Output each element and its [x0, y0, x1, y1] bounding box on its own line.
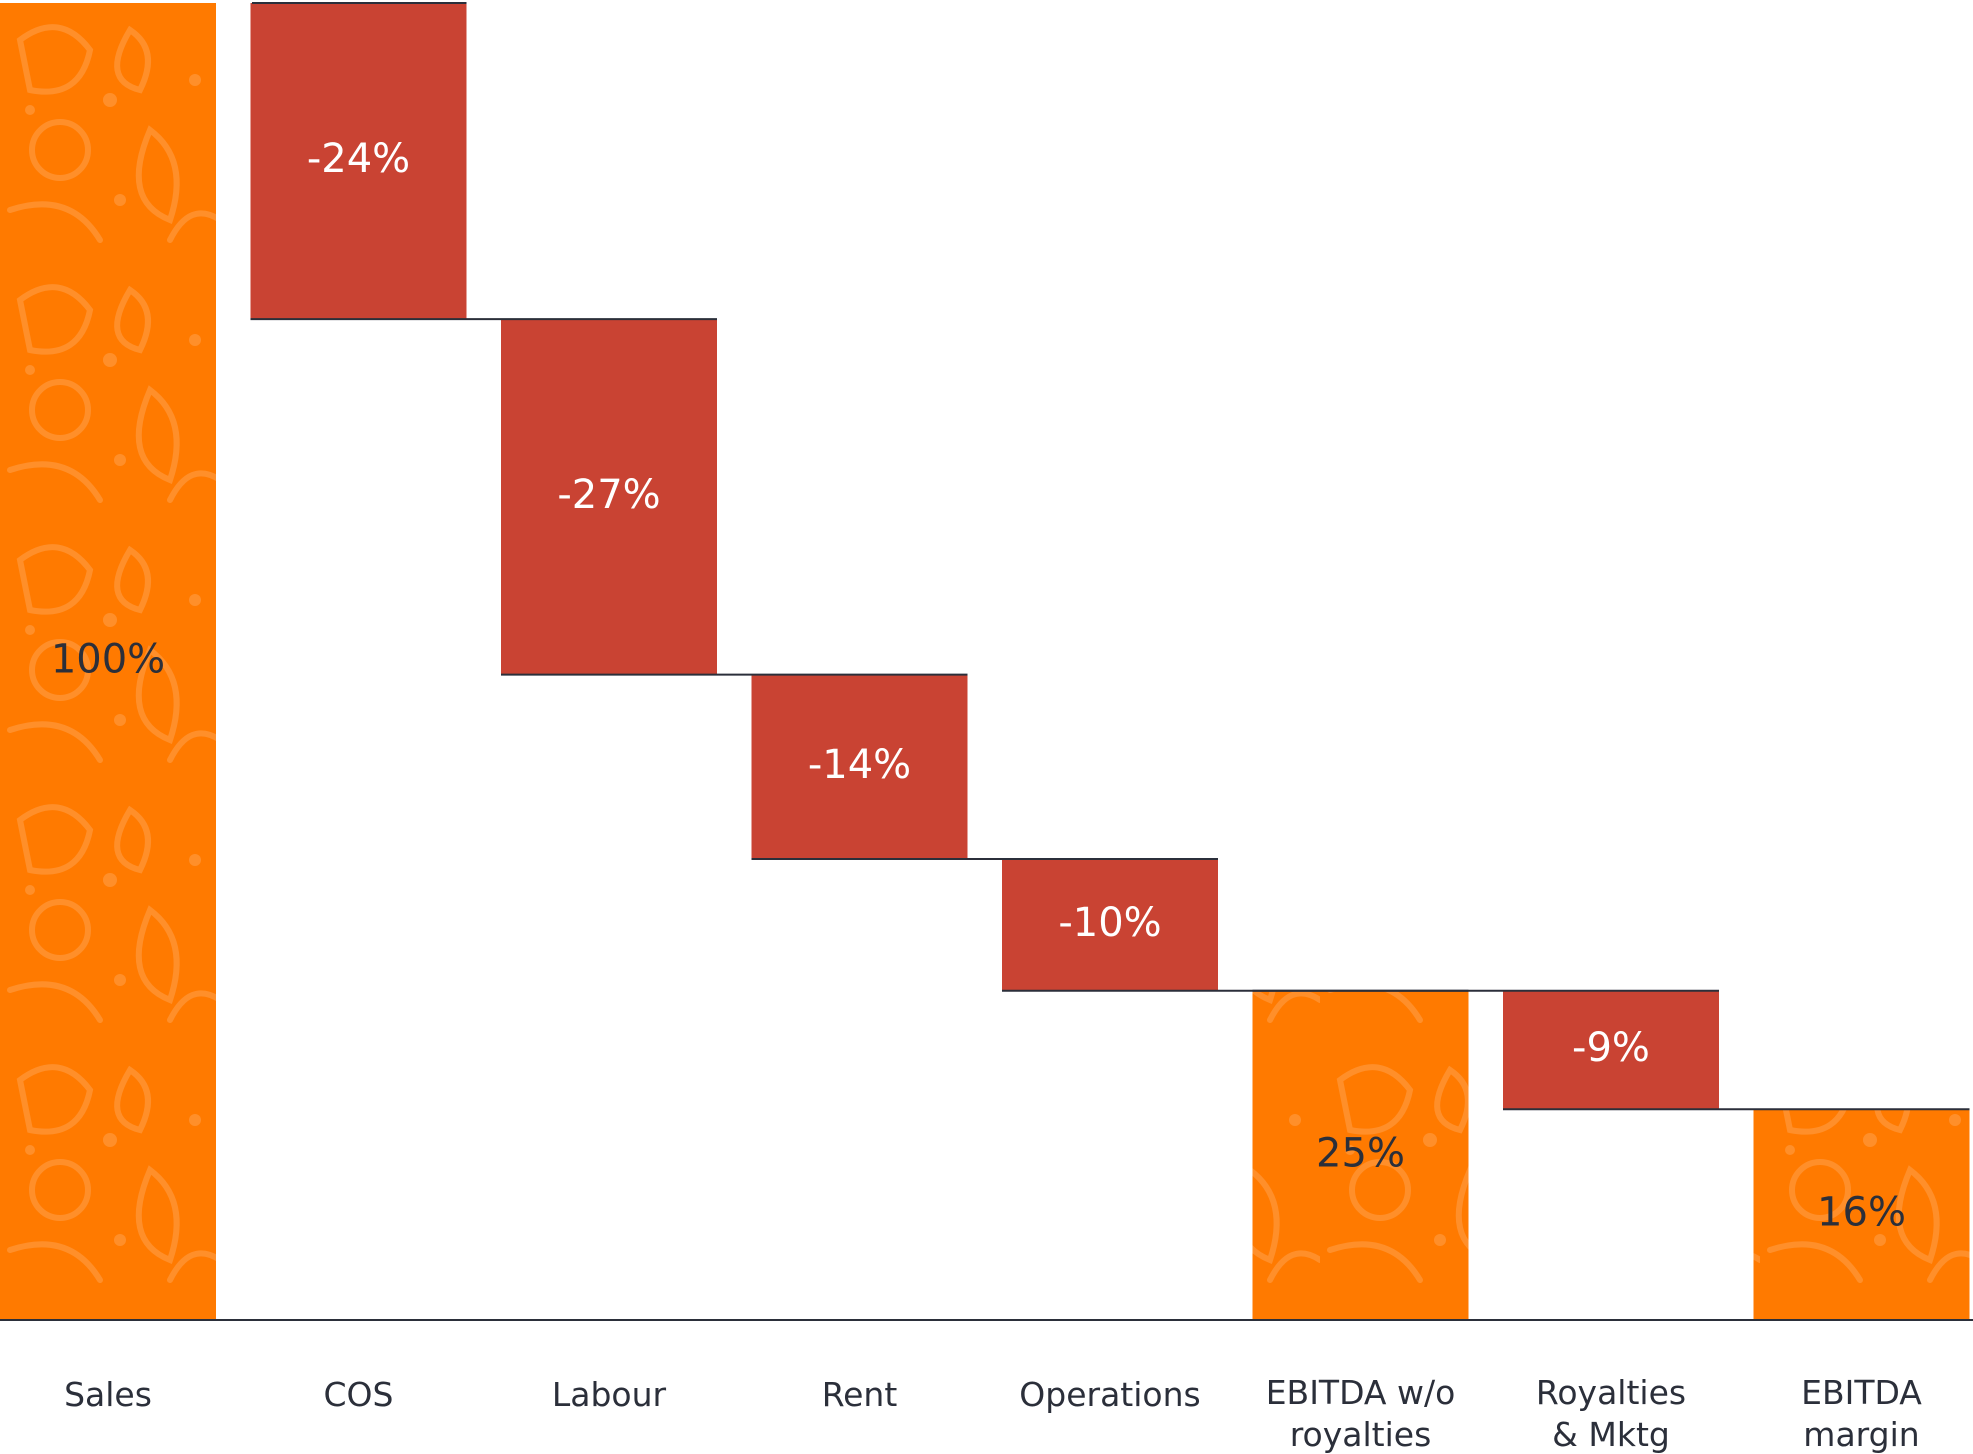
category-labels-layer: Sales COS Labour Rent Operations EBITDA w/o ro… [64, 1373, 1922, 1454]
bar-value-label: 25% [1316, 1130, 1405, 1176]
bar-value-label: -27% [557, 472, 660, 518]
bar-value-label: -24% [307, 136, 410, 182]
connectors-layer [250, 2, 1970, 1111]
category-label: EBITDA w/o royalties [1266, 1373, 1456, 1454]
bar-1 [250, 3, 467, 320]
bar-fill [1503, 990, 1719, 1110]
bar-pattern-overlay [1252, 990, 1469, 1320]
category-label: COS [324, 1375, 394, 1414]
bar-0 [0, 3, 216, 1320]
bar-fill [1002, 859, 1218, 991]
bar-fill [501, 319, 717, 675]
category-label: EBITDA margin [1801, 1373, 1922, 1454]
bar-pattern-overlay [0, 3, 216, 1320]
bar-5 [1252, 990, 1469, 1320]
category-label: Royalties & Mktg [1536, 1373, 1686, 1454]
bar-value-label: 16% [1817, 1190, 1906, 1236]
bar-pattern-overlay [1753, 1109, 1970, 1320]
bar-value-label: -10% [1058, 900, 1161, 946]
bar-fill [751, 674, 968, 860]
category-label: Operations [1019, 1375, 1200, 1414]
bar-6 [1503, 990, 1719, 1110]
bar-labels-layer: 100% -24% -27% -14% -10% 25% -9% 16% [51, 136, 1906, 1236]
bar-value-label: -9% [1572, 1025, 1650, 1071]
bar-4 [1002, 859, 1218, 991]
bars-layer [0, 3, 1970, 1320]
bar-fill [250, 3, 467, 320]
category-label: Labour [552, 1375, 667, 1414]
bar-value-label: 100% [51, 637, 165, 683]
category-label: Sales [64, 1375, 152, 1414]
bar-2 [501, 319, 717, 675]
bar-3 [751, 674, 968, 860]
bar-value-label: -14% [808, 742, 911, 788]
category-label: Rent [822, 1375, 898, 1414]
bar-7 [1753, 1109, 1970, 1320]
